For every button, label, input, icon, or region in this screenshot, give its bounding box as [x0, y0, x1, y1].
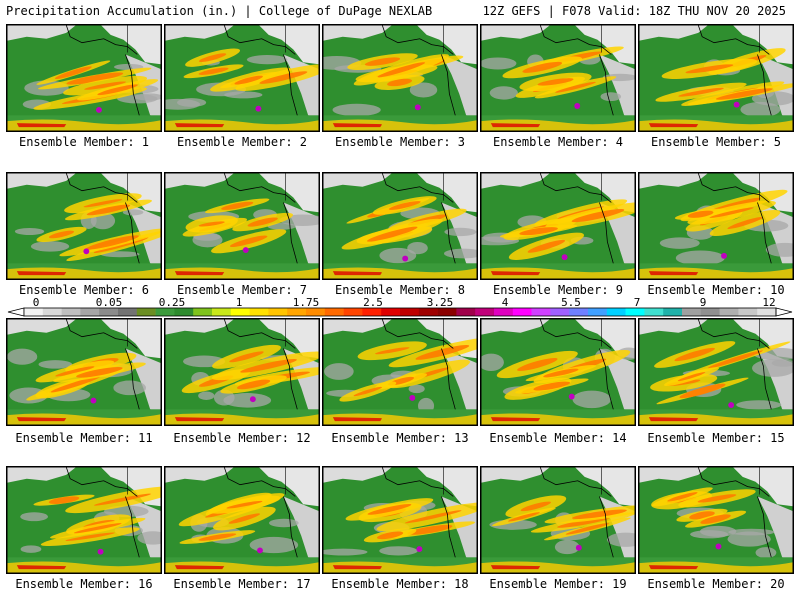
colorbar-swatch	[644, 308, 664, 316]
ensemble-member-label: Ensemble Member: 19	[489, 577, 627, 591]
ensemble-member-map	[164, 172, 320, 280]
ensemble-member-map	[322, 24, 478, 132]
colorbar-swatch	[663, 308, 683, 316]
colorbar-swatch	[118, 308, 138, 316]
colorbar-swatch	[719, 308, 739, 316]
ensemble-member-map	[164, 318, 320, 426]
ensemble-member-map	[6, 172, 162, 280]
colorbar-swatch	[306, 308, 326, 316]
colorbar-swatch	[418, 308, 438, 316]
header-title: Precipitation Accumulation (in.) | Colle…	[6, 4, 433, 18]
colorbar-tick-label: 1	[236, 298, 243, 309]
ensemble-member-label: Ensemble Member: 9	[492, 283, 624, 297]
ensemble-member-label: Ensemble Member: 14	[489, 431, 627, 445]
colorbar-swatch	[42, 308, 62, 316]
colorbar-swatch	[437, 308, 457, 316]
colorbar-swatch	[212, 308, 232, 316]
colorbar-swatch	[324, 308, 344, 316]
colorbar-swatch	[512, 308, 532, 316]
colorbar-swatch	[155, 308, 175, 316]
header-run-info: 12Z GEFS | F078 Valid: 18Z THU NOV 20 20…	[482, 4, 786, 18]
ensemble-member-map	[322, 318, 478, 426]
ensemble-member-label: Ensemble Member: 13	[331, 431, 469, 445]
ensemble-member-label: Ensemble Member: 8	[334, 283, 466, 297]
colorbar-swatch	[24, 308, 44, 316]
colorbar-swatch	[287, 308, 307, 316]
colorbar-tick-label: 2.5	[363, 298, 383, 309]
colorbar-swatch	[606, 308, 626, 316]
ensemble-member-map	[164, 24, 320, 132]
colorbar-tick-label: 4	[502, 298, 509, 309]
colorbar-swatch	[738, 308, 758, 316]
colorbar-swatch	[625, 308, 645, 316]
ensemble-member-label: Ensemble Member: 17	[173, 577, 311, 591]
ensemble-member-label: Ensemble Member: 4	[492, 135, 624, 149]
ensemble-member-map	[638, 318, 794, 426]
ensemble-member-label: Ensemble Member: 18	[331, 577, 469, 591]
ensemble-member-map	[638, 466, 794, 574]
colorbar-swatch	[230, 308, 250, 316]
precip-colorbar: 0 0.05 0.25 1 1.75 2.5 3.25 4 5.5 7 9 12	[7, 298, 793, 317]
ensemble-member-label: Ensemble Member: 15	[647, 431, 785, 445]
colorbar-swatch	[494, 308, 514, 316]
colorbar-swatch	[99, 308, 119, 316]
colorbar-swatch	[136, 308, 156, 316]
colorbar-max-arrow	[775, 307, 793, 317]
ensemble-member-label: Ensemble Member: 7	[176, 283, 308, 297]
ensemble-member-label: Ensemble Member: 6	[18, 283, 150, 297]
ensemble-member-map	[638, 172, 794, 280]
ensemble-member-label: Ensemble Member: 2	[176, 135, 308, 149]
colorbar-swatch	[193, 308, 213, 316]
colorbar-swatch	[381, 308, 401, 316]
colorbar-swatch	[682, 308, 702, 316]
colorbar-swatch	[174, 308, 194, 316]
colorbar-min-arrow	[7, 307, 25, 317]
ensemble-member-map	[480, 318, 636, 426]
ensemble-member-map	[6, 24, 162, 132]
colorbar-swatch	[550, 308, 570, 316]
ensemble-member-label: Ensemble Member: 11	[15, 431, 153, 445]
ensemble-member-map	[322, 466, 478, 574]
ensemble-member-map	[164, 466, 320, 574]
colorbar-tick-label: 1.75	[293, 298, 320, 309]
colorbar-tick-label: 3.25	[427, 298, 454, 309]
colorbar-tick-label: 0.25	[159, 298, 186, 309]
colorbar-tick-label: 9	[700, 298, 707, 309]
colorbar-tick-label: 0.05	[96, 298, 123, 309]
colorbar-swatch	[569, 308, 589, 316]
ensemble-member-map	[322, 172, 478, 280]
colorbar-swatch	[588, 308, 608, 316]
colorbar-swatch	[400, 308, 420, 316]
ensemble-member-label: Ensemble Member: 12	[173, 431, 311, 445]
colorbar-swatch	[61, 308, 81, 316]
ensemble-member-map	[480, 24, 636, 132]
colorbar-swatch	[249, 308, 269, 316]
ensemble-member-label: Ensemble Member: 10	[647, 283, 785, 297]
colorbar-swatch	[268, 308, 288, 316]
ensemble-member-label: Ensemble Member: 1	[18, 135, 150, 149]
colorbar-swatch	[362, 308, 382, 316]
ensemble-member-map	[480, 466, 636, 574]
colorbar-swatch	[757, 308, 777, 316]
ensemble-member-label: Ensemble Member: 16	[15, 577, 153, 591]
colorbar-swatch	[80, 308, 100, 316]
colorbar-swatch	[531, 308, 551, 316]
colorbar-tick-label: 12	[762, 298, 775, 309]
colorbar-swatch	[343, 308, 363, 316]
ensemble-member-label: Ensemble Member: 20	[647, 577, 785, 591]
colorbar-tick-label: 5.5	[561, 298, 581, 309]
ensemble-member-label: Ensemble Member: 5	[650, 135, 782, 149]
colorbar-swatch	[456, 308, 476, 316]
ensemble-member-map	[6, 466, 162, 574]
colorbar-swatch	[700, 308, 720, 316]
ensemble-member-label: Ensemble Member: 3	[334, 135, 466, 149]
colorbar-swatch	[475, 308, 495, 316]
colorbar-tick-label: 0	[33, 298, 40, 309]
ensemble-member-map	[638, 24, 794, 132]
colorbar-outline	[23, 307, 777, 317]
ensemble-member-map	[6, 318, 162, 426]
ensemble-member-map	[480, 172, 636, 280]
colorbar-tick-label: 7	[634, 298, 641, 309]
